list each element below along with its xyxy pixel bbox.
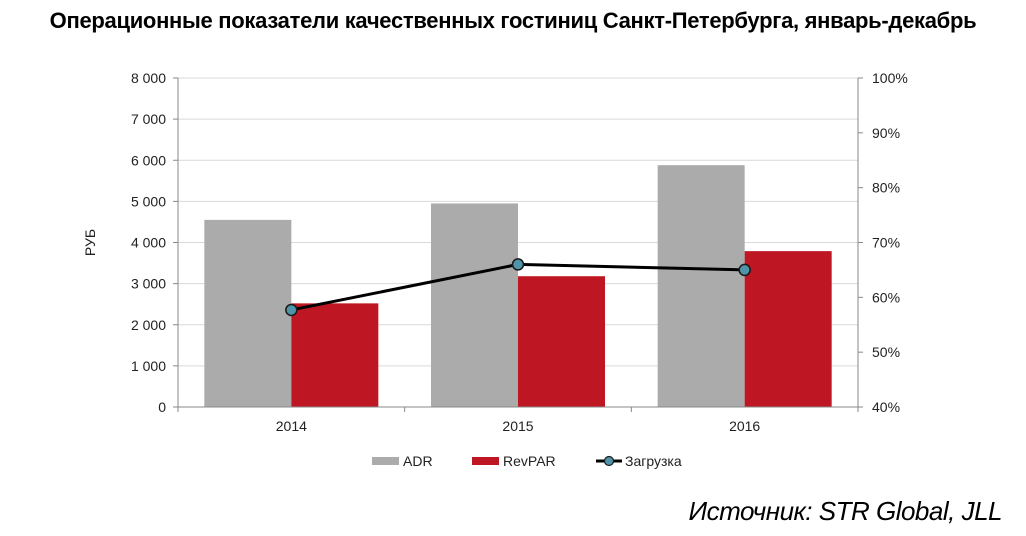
line-marker: [285, 303, 298, 317]
bar-revpar: [291, 303, 379, 407]
y-tick-label: 5 000: [131, 193, 166, 209]
line-marker: [511, 258, 525, 271]
y-tick-label: 6 000: [131, 152, 166, 168]
line-marker: [738, 263, 751, 277]
bar-adr: [431, 203, 518, 407]
y-tick-label: 0: [158, 399, 166, 415]
y2-tick-label: 60%: [872, 289, 900, 305]
legend-label-adr: ADR: [403, 453, 433, 469]
legend-swatch-adr: [372, 457, 399, 465]
bar-adr: [657, 165, 745, 407]
y2-tick-label: 80%: [872, 180, 900, 196]
y2-tick-label: 90%: [872, 125, 900, 141]
bar-adr: [204, 219, 292, 407]
x-tick-label: 2015: [502, 418, 533, 434]
y-tick-label: 4 000: [131, 235, 166, 251]
legend-label-occupancy: Загрузка: [625, 453, 682, 469]
x-tick-label: 2014: [276, 418, 307, 434]
y2-tick-label: 50%: [872, 344, 900, 360]
y-tick-label: 3 000: [131, 276, 166, 292]
y2-tick-label: 40%: [872, 399, 900, 415]
y2-tick-label: 100%: [872, 70, 908, 86]
y-tick-label: 7 000: [131, 111, 166, 127]
y-axis-title: РУБ: [82, 229, 98, 256]
bar-revpar: [518, 276, 605, 407]
y-tick-label: 8 000: [131, 70, 166, 86]
legend-label-revpar: RevPAR: [503, 453, 556, 469]
y-tick-label: 1 000: [131, 358, 166, 374]
y-tick-label: 2 000: [131, 317, 166, 333]
chart-title: Операционные показатели качественных гос…: [49, 8, 977, 33]
bar-revpar: [744, 251, 832, 407]
legend-swatch-occupancy-marker: [603, 455, 615, 467]
legend-swatch-revpar: [472, 457, 499, 465]
source-note: Источник: STR Global, JLL: [688, 496, 1003, 526]
x-tick-label: 2016: [729, 418, 760, 434]
y2-tick-label: 70%: [872, 235, 900, 251]
